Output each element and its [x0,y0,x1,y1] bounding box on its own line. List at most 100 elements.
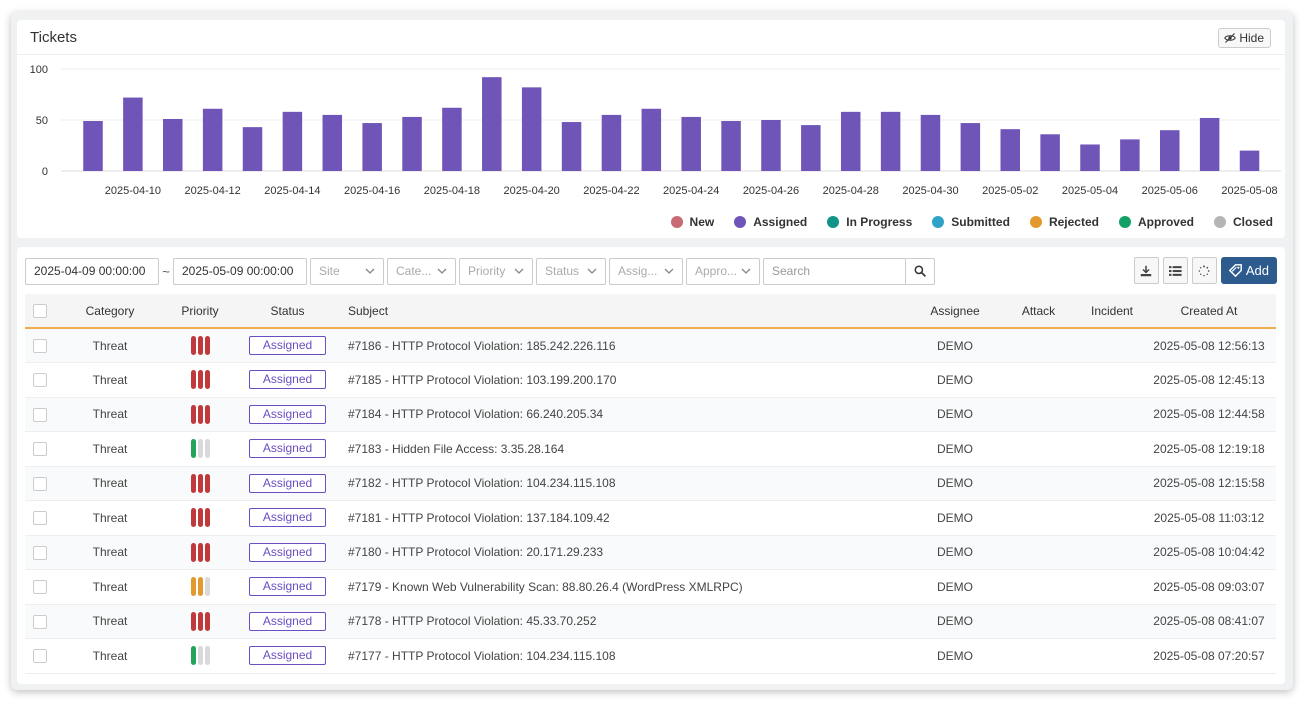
category-select[interactable]: Cate... [387,257,456,285]
bar[interactable] [681,116,701,171]
legend-item[interactable]: Submitted [932,215,1010,229]
status-badge[interactable]: Assigned [249,370,326,390]
status-badge[interactable]: Assigned [249,542,326,562]
table-row[interactable]: Threat Assigned #7181 - HTTP Protocol Viol… [25,500,1276,535]
bar[interactable] [1160,130,1180,171]
col-created-at[interactable]: Created At [1180,303,1238,318]
legend-item[interactable]: New [670,215,714,229]
priority-select[interactable]: Priority [459,257,533,285]
row-checkbox[interactable] [33,649,47,664]
table-row[interactable]: Threat Assigned #7185 - HTTP Protocol Viol… [25,362,1276,397]
bar[interactable] [442,107,462,171]
row-checkbox[interactable] [33,476,47,491]
row-checkbox[interactable] [33,338,47,353]
bar[interactable] [322,114,343,171]
date-to-input[interactable]: 2025-05-09 00:00:00 [173,257,307,285]
legend-item[interactable]: Rejected [1029,215,1099,229]
legend-item[interactable]: Assigned [734,215,807,229]
bar[interactable] [1120,139,1140,171]
status-badge[interactable]: Assigned [249,336,326,355]
download-button[interactable] [1133,257,1159,284]
row-checkbox[interactable] [33,442,47,457]
select-all-checkbox[interactable] [33,303,47,318]
table-row[interactable]: Threat Assigned #7182 - HTTP Protocol Viol… [25,466,1276,501]
bar[interactable] [362,123,382,171]
bar[interactable] [880,111,901,171]
subject-cell[interactable]: #7180 - HTTP Protocol Violation: 20.171.… [348,545,604,560]
col-subject[interactable]: Subject [348,303,389,318]
legend-item[interactable]: Closed [1213,215,1273,229]
refresh-button[interactable] [1191,257,1217,284]
table-row[interactable]: Threat Assigned #7179 - Known Web Vulnerab… [25,569,1276,604]
bar[interactable] [1000,129,1020,171]
table-row[interactable]: Threat Assigned #7180 - HTTP Protocol Viol… [25,535,1276,570]
status-badge[interactable]: Assigned [249,508,326,528]
bar[interactable] [1199,117,1220,171]
status-badge[interactable]: Assigned [249,439,326,459]
bar[interactable] [282,111,303,171]
subject-cell[interactable]: #7186 - HTTP Protocol Violation: 185.242… [348,338,616,353]
subject-cell[interactable]: #7185 - HTTP Protocol Violation: 103.199… [348,372,617,387]
bar[interactable] [123,97,143,171]
hide-button[interactable]: Hide [1218,28,1271,48]
subject-cell[interactable]: #7179 - Known Web Vulnerability Scan: 88… [348,579,743,594]
subject-cell[interactable]: #7177 - HTTP Protocol Violation: 104.234… [348,648,616,663]
subject-cell[interactable]: #7184 - HTTP Protocol Violation: 66.240.… [348,407,604,422]
col-assignee[interactable]: Assignee [930,303,980,318]
approver-select[interactable]: Appro... [686,257,760,285]
col-category[interactable]: Category [85,303,135,318]
col-incident[interactable]: Incident [1090,303,1134,318]
row-checkbox[interactable] [33,580,47,595]
status-badge[interactable]: Assigned [249,577,326,597]
bar[interactable] [721,121,741,171]
status-badge[interactable]: Assigned [249,404,326,424]
bar[interactable] [601,114,622,171]
status-select[interactable]: Status [536,257,606,285]
row-checkbox[interactable] [33,545,47,560]
bar[interactable] [920,114,941,171]
col-priority[interactable]: Priority [181,303,219,318]
table-row[interactable]: Threat Assigned #7184 - HTTP Protocol Viol… [25,397,1276,432]
add-button[interactable]: Add [1220,257,1277,284]
bar[interactable] [202,108,223,171]
bar[interactable] [482,77,502,171]
legend-item[interactable]: In Progress [827,215,912,229]
subject-cell[interactable]: #7178 - HTTP Protocol Violation: 45.33.7… [348,614,597,629]
status-badge[interactable]: Assigned [249,646,326,666]
table-row[interactable]: Threat Assigned #7183 - Hidden File Access… [25,431,1276,466]
bar[interactable] [402,116,422,171]
bar[interactable] [83,121,103,171]
status-badge[interactable]: Assigned [249,611,326,631]
search-input[interactable]: Search [763,257,906,285]
row-checkbox[interactable] [33,511,47,526]
bar[interactable] [960,123,981,171]
row-checkbox[interactable] [33,614,47,629]
bar[interactable] [1080,144,1100,171]
col-status[interactable]: Status [270,303,305,318]
subject-cell[interactable]: #7181 - HTTP Protocol Violation: 137.184… [348,510,610,525]
site-select[interactable]: Site [310,257,384,285]
table-row[interactable]: Threat Assigned #7177 - HTTP Protocol Viol… [25,638,1276,673]
bar[interactable] [641,108,662,171]
bar[interactable] [761,120,781,171]
legend-item[interactable]: Approved [1118,215,1194,229]
list-view-button[interactable] [1162,257,1188,284]
col-attack[interactable]: Attack [1021,303,1056,318]
table-row[interactable]: Threat Assigned #7186 - HTTP Protocol Viol… [25,328,1276,363]
table-row[interactable]: Threat Assigned #7178 - HTTP Protocol Viol… [25,604,1276,639]
bar[interactable] [242,127,263,171]
subject-cell[interactable]: #7183 - Hidden File Access: 3.35.28.164 [348,441,565,456]
bar[interactable] [561,122,582,171]
bar[interactable] [840,111,861,171]
subject-cell[interactable]: #7182 - HTTP Protocol Violation: 104.234… [348,476,616,491]
row-checkbox[interactable] [33,407,47,422]
bar[interactable] [1040,134,1060,171]
status-badge[interactable]: Assigned [249,473,326,493]
bar[interactable] [1239,150,1260,171]
row-checkbox[interactable] [33,373,47,388]
search-button[interactable] [906,257,935,285]
bar[interactable] [801,125,821,171]
assignee-select[interactable]: Assig... [609,257,683,285]
bar[interactable] [521,87,542,171]
date-from-input[interactable]: 2025-04-09 00:00:00 [25,257,159,285]
